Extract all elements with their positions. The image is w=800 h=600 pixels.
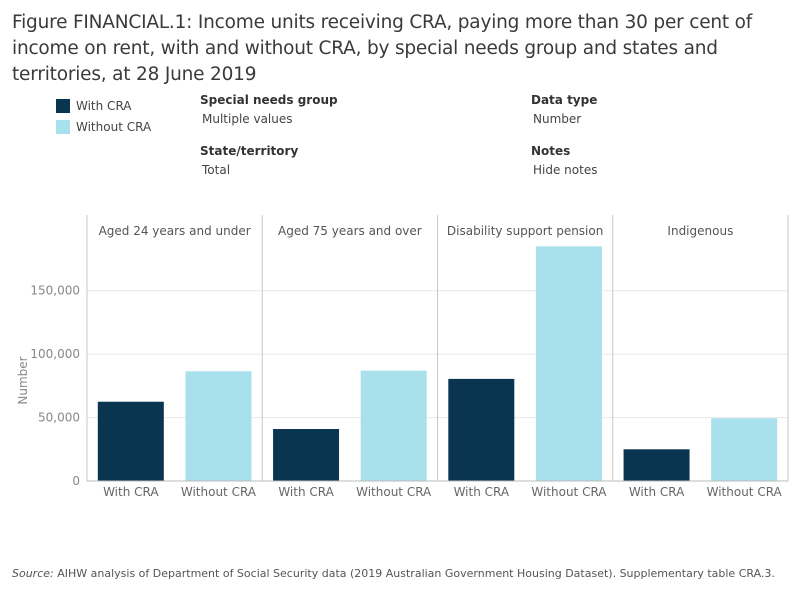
filter-value[interactable]: Number — [533, 112, 582, 126]
filter-value[interactable]: Multiple values — [202, 112, 293, 126]
legend-swatch-without-cra — [56, 119, 70, 134]
panel-title: Indigenous — [667, 224, 733, 238]
y-tick-label: 0 — [72, 474, 80, 488]
filter-label: Data type — [531, 93, 598, 107]
bar-without-cra — [360, 370, 427, 481]
bar-with-cra — [448, 378, 515, 481]
bar-without-cra — [535, 246, 602, 481]
y-tick-label: 100,000 — [30, 347, 80, 361]
source-label: Source: — [12, 567, 54, 580]
y-tick-label: 150,000 — [30, 284, 80, 298]
filter-notes[interactable]: Notes Hide notes — [531, 144, 597, 177]
x-tick-label: With CRA — [629, 485, 685, 499]
x-tick-label: Without CRA — [707, 485, 783, 499]
bar-with-cra — [273, 428, 340, 481]
bar-chart: 0 50,000 100,000 150,000 Number Aged 24 years… — [16, 215, 789, 499]
panel-title: Aged 75 years and over — [278, 224, 422, 238]
bar-without-cra — [711, 418, 778, 481]
panel-title: Aged 24 years and under — [99, 224, 251, 238]
filter-label: State/territory — [200, 144, 299, 158]
legend-swatch-with-cra — [56, 98, 70, 113]
legend-label-without-cra: Without CRA — [76, 119, 152, 134]
y-axis-label: Number — [16, 356, 30, 404]
source-text: AIHW analysis of Department of Social Se… — [53, 567, 775, 580]
x-tick-label: With CRA — [278, 485, 334, 499]
filter-special-needs-group[interactable]: Special needs group Multiple values — [200, 93, 338, 126]
x-tick-label: Without CRA — [356, 485, 432, 499]
x-tick-label: Without CRA — [531, 485, 607, 499]
filter-state-territory[interactable]: State/territory Total — [200, 144, 298, 177]
filter-value[interactable]: Hide notes — [533, 163, 598, 177]
legend: With CRA Without CRA — [56, 95, 151, 137]
filter-label: Notes — [531, 144, 571, 158]
legend-item-with-cra[interactable]: With CRA — [56, 95, 151, 116]
bar-without-cra — [185, 371, 252, 481]
x-tick-label: Without CRA — [181, 485, 257, 499]
panel-title: Disability support pension — [447, 224, 603, 238]
legend-label-with-cra: With CRA — [76, 98, 132, 113]
y-tick-label: 50,000 — [38, 411, 80, 425]
chart-title: Figure FINANCIAL.1: Income units receivi… — [12, 12, 753, 85]
x-tick-label: With CRA — [454, 485, 510, 499]
filter-value[interactable]: Total — [202, 163, 231, 177]
source-note: Source: AIHW analysis of Department of S… — [12, 567, 775, 580]
x-tick-label: With CRA — [103, 485, 159, 499]
filter-label: Special needs group — [200, 93, 338, 107]
bar-with-cra — [97, 401, 164, 481]
filter-data-type[interactable]: Data type Number — [531, 93, 597, 126]
legend-item-without-cra[interactable]: Without CRA — [56, 116, 151, 137]
bar-with-cra — [623, 449, 690, 481]
